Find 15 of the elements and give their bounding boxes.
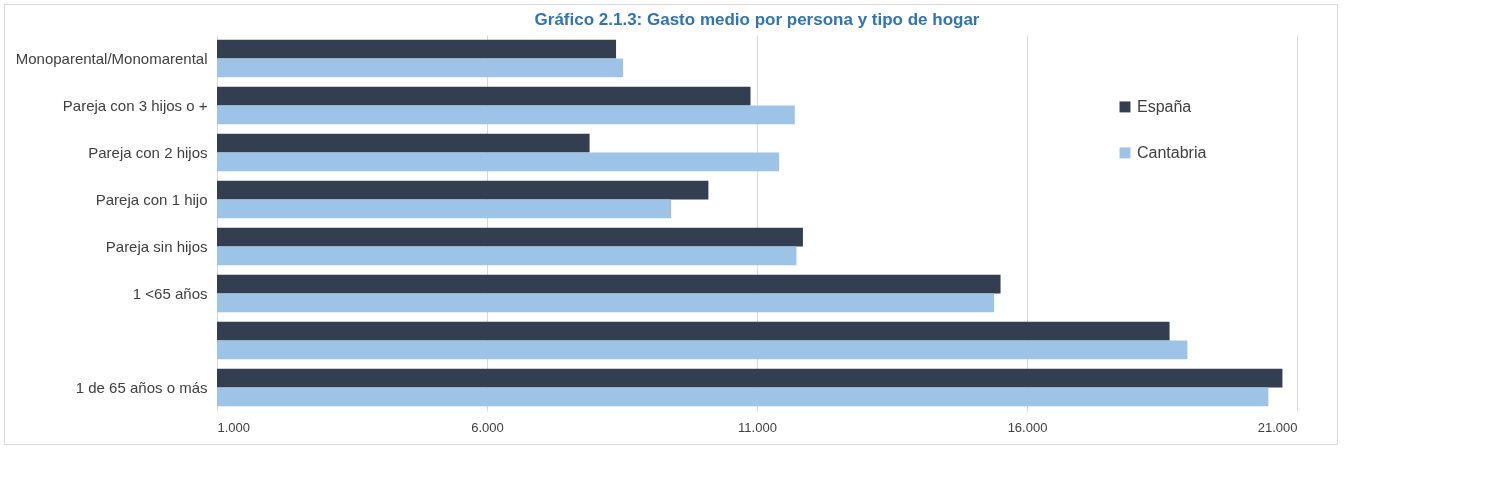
y-tick-label: 1 <65 años xyxy=(132,284,208,302)
y-tick-label: Pareja con 1 hijo xyxy=(95,190,208,208)
chart-title: Gráfico 2.1.3: Gasto medio por persona y tipo de hogar xyxy=(534,10,980,29)
x-tick-label: 16.000 xyxy=(1007,419,1048,435)
x-tick-label: 11.000 xyxy=(738,419,777,435)
y-tick-label: Pareja con 2 hijos xyxy=(88,143,208,161)
legend-label: Cantabria xyxy=(1137,143,1207,161)
y-tick-label: Monoparental/Monomarental xyxy=(15,49,208,67)
y-tick-label: Pareja sin hijos xyxy=(105,237,208,255)
x-tick-label: 1.000 xyxy=(217,419,251,435)
legend-label: España xyxy=(1137,97,1192,115)
x-tick-label: 6.000 xyxy=(471,419,504,435)
x-tick-label: 21.000 xyxy=(1257,419,1298,435)
y-tick-label: Pareja con 3 hijos o + xyxy=(62,96,208,114)
y-tick-label: 1 de 65 años o más xyxy=(75,378,208,396)
